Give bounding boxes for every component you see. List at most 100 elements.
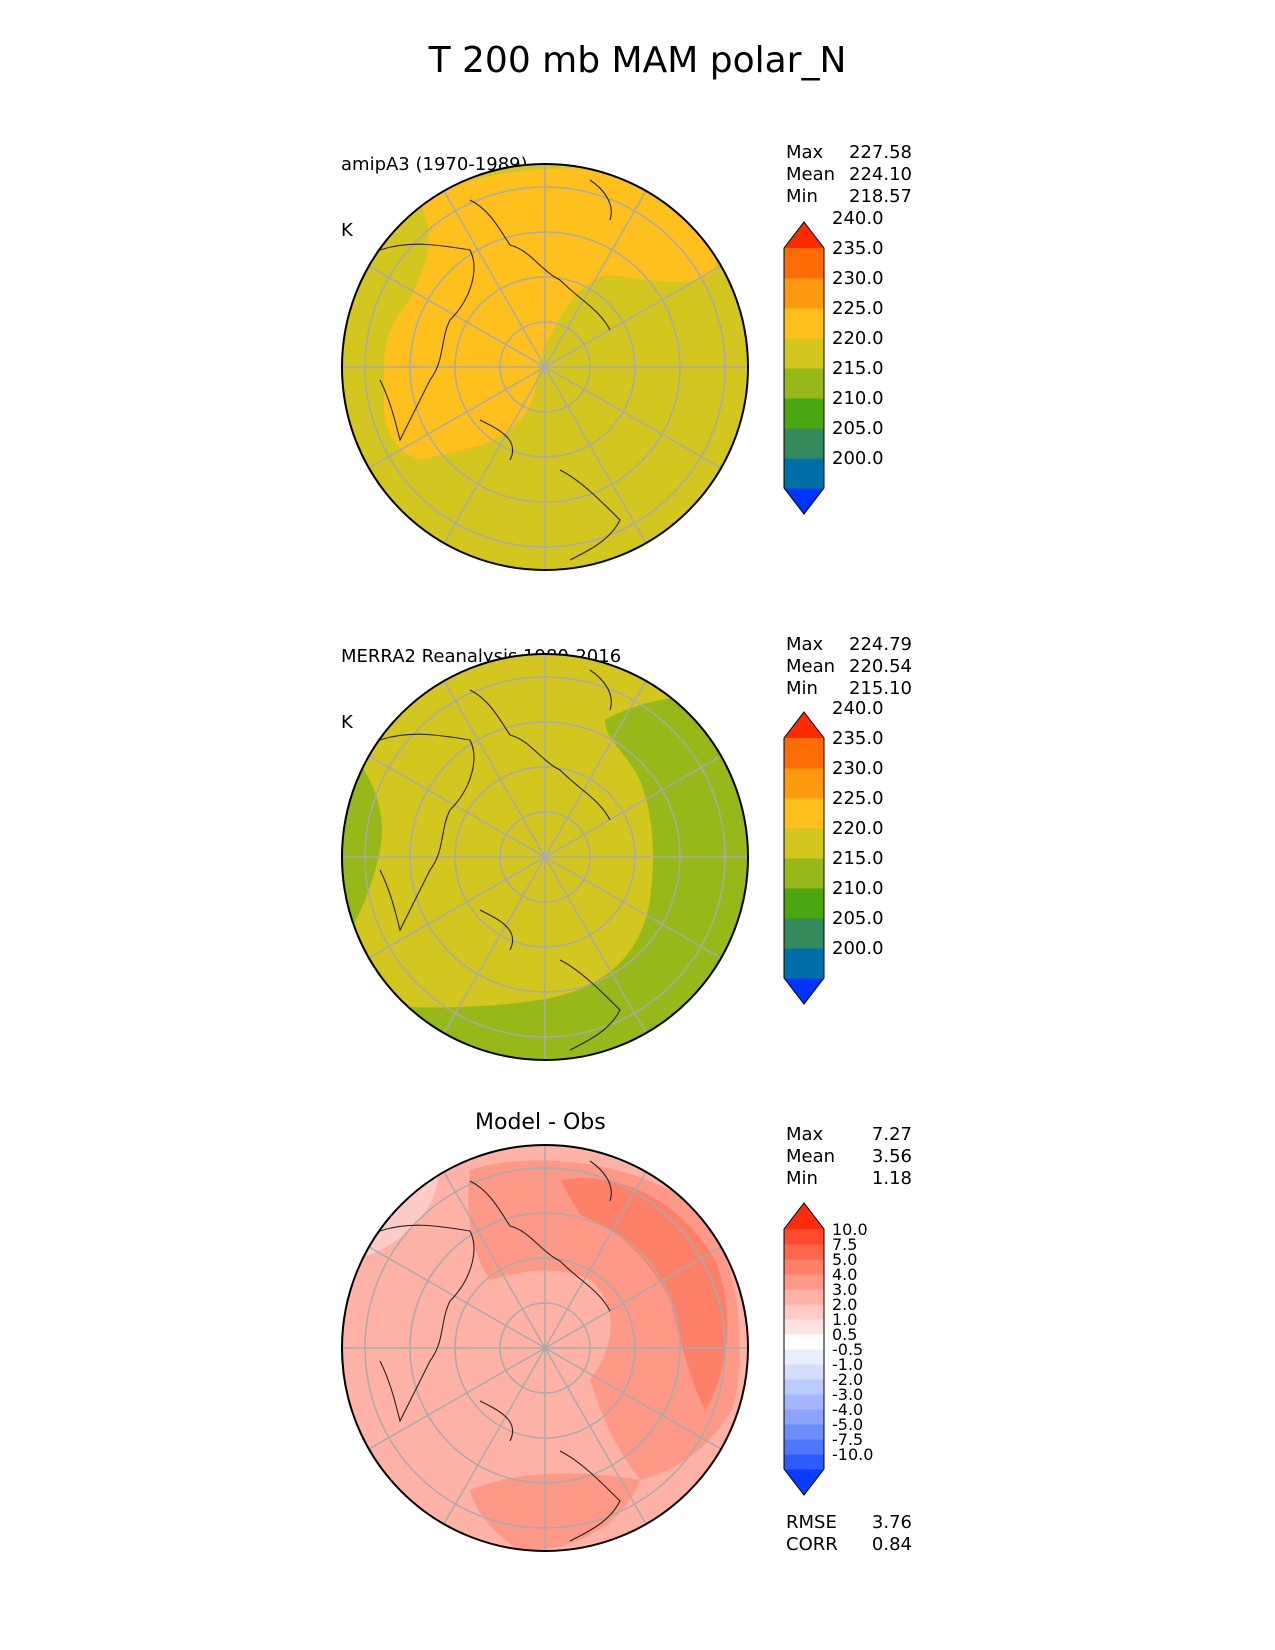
colorbar-tick-label: 3.0 [832,1280,857,1299]
colorbar-bin [784,1349,824,1365]
colorbar-bin [784,308,824,339]
colorbar-bin [784,1364,824,1380]
colorbar-extend-low [784,978,824,1004]
colorbar-bin [784,948,824,979]
colorbar-tick-label: 210.0 [832,388,884,409]
colorbar-tick-label: 10.0 [832,1220,868,1239]
panel-3-title: Model - Obs [475,1110,606,1135]
stat-min-label: Min [786,678,818,699]
colorbar-bin [784,1394,824,1410]
colorbar-bin [784,798,824,829]
stat-mean-value: 220.54 [849,656,912,677]
panel-1-colorbar: 200.0 205.0 210.0 215.0 220.0 225.0 230.0 235.0… [783,208,884,515]
colorbar-tick-label: 235.0 [832,728,884,749]
map-boundary [341,653,749,1061]
stat-max-value: 227.58 [849,142,912,163]
colorbar-tick-label: 210.0 [832,878,884,899]
colorbar-bin [784,918,824,949]
stat-min-value: 218.57 [849,186,912,207]
colorbar-outline [783,221,825,515]
stat-max-label: Max [786,1124,824,1145]
coastlines [379,1160,621,1542]
colorbar-tick-label: 220.0 [832,818,884,839]
colorbar-extend-low [784,1469,824,1495]
colorbar-tick-label: 230.0 [832,758,884,779]
panel-2-units: K [341,712,353,733]
colorbar-outline [783,1202,825,1496]
colorbar-bin [784,1259,824,1275]
colorbar-bin [784,828,824,859]
colorbar-bin [784,248,824,279]
field-region-south [470,1473,640,1551]
colorbar-bin [784,338,824,369]
figure-title: T 200 mb MAM polar_N [428,40,847,81]
graticule [342,1145,748,1551]
panel-1-map: 200.0 205.0 210.0 215.0 220.0 225.0 230.0 235.0… [341,163,884,571]
colorbar-tick-label: 205.0 [832,908,884,929]
colorbar-tick-label: 5.0 [832,1250,857,1269]
stat-max-value: 224.79 [849,634,912,655]
stat-corr-label: CORR [786,1534,838,1555]
colorbar-tick-label: -7.5 [832,1430,863,1449]
colorbar-tick-label: -0.5 [832,1340,863,1359]
field-region-cool [342,696,748,1060]
colorbar-tick-label: 230.0 [832,268,884,289]
panel-3-extra-stats: RMSE 3.76 CORR 0.84 [786,1512,912,1556]
panel-1-stats: Max 227.58 Mean 224.10 Min 218.57 [786,142,912,208]
colorbar-bin [784,1289,824,1305]
colorbar-bin [784,1304,824,1320]
coastlines [379,669,621,1051]
colorbar-bin [784,888,824,919]
stat-mean-value: 224.10 [849,164,912,185]
colorbar-extend-high [784,222,824,248]
colorbar-tick-label: -5.0 [832,1415,863,1434]
colorbar-tick-label: 4.0 [832,1265,857,1284]
colorbar-bin [784,1409,824,1425]
colorbar-tick-label: 225.0 [832,788,884,809]
colorbar-bin [784,768,824,799]
colorbar-bin [784,428,824,459]
stat-mean-label: Mean [786,164,836,185]
colorbar-tick-label: 235.0 [832,238,884,259]
panel-3-colorbar: -10.0-7.5-5.0-4.0-3.0-2.0-1.0-0.50.51.02… [783,1202,873,1496]
colorbar-tick-label: 240.0 [832,208,884,229]
panel-2-colorbar: 200.0 205.0 210.0 215.0 220.0 225.0 230.0 235.0… [783,698,884,1005]
stat-mean-value: 3.56 [871,1146,912,1167]
colorbar-bin [784,1244,824,1260]
colorbar-bin [784,1274,824,1290]
colorbar-tick-label: 200.0 [832,448,884,469]
colorbar-bin [784,738,824,769]
colorbar-tick-label: 220.0 [832,328,884,349]
colorbar-tick-label: 225.0 [832,298,884,319]
colorbar-bin [784,1229,824,1245]
colorbar-tick-label: -1.0 [832,1355,863,1374]
stat-min-value: 215.10 [849,678,912,699]
colorbar-bin [784,458,824,489]
colorbar-bin [784,1334,824,1350]
stat-corr-value: 0.84 [871,1534,912,1555]
graticule [342,164,748,570]
colorbar-bin [784,1454,824,1470]
map-boundary [341,163,749,571]
stat-min-label: Min [786,1168,818,1189]
colorbar-tick-label: 205.0 [832,418,884,439]
colorbar-tick-label: -3.0 [832,1385,863,1404]
field-region-warm [383,168,716,460]
colorbar-extend-low [784,488,824,514]
colorbar-tick-label: 7.5 [832,1235,857,1254]
stat-rmse-value: 3.76 [871,1512,912,1533]
colorbar-tick-label: 240.0 [832,698,884,719]
coastlines [379,179,621,561]
stat-max-label: Max [786,634,824,655]
stat-min-value: 1.18 [871,1168,912,1189]
colorbar-tick-label: 0.5 [832,1325,857,1344]
map-boundary [341,1144,749,1552]
colorbar-tick-label: 215.0 [832,358,884,379]
colorbar-tick-label: -4.0 [832,1400,863,1419]
colorbar-bin [784,368,824,399]
stat-max-value: 7.27 [871,1124,912,1145]
colorbar-extend-high [784,1203,824,1229]
panel-3-stats: Max 7.27 Mean 3.56 Min 1.18 [786,1124,912,1190]
stat-rmse-label: RMSE [786,1512,837,1533]
